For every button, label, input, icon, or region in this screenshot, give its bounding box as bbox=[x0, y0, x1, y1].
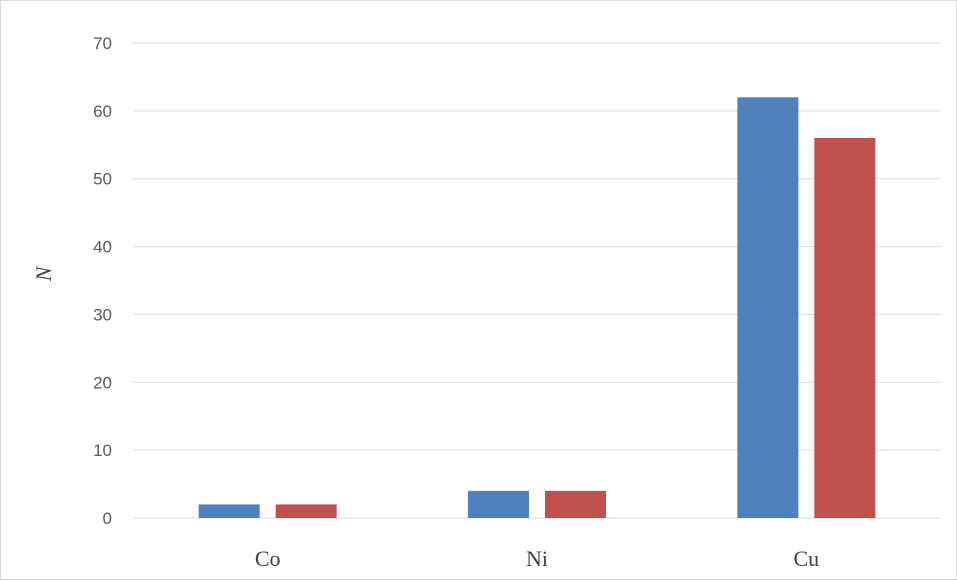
gridlines bbox=[133, 42, 941, 519]
y-tick-labels: 0 10 20 30 40 50 60 70 bbox=[93, 34, 112, 528]
bar-ni-series-2 bbox=[545, 490, 606, 518]
bar-co-series-2 bbox=[275, 504, 337, 518]
y-tick-label: 70 bbox=[93, 34, 112, 53]
bar-cu-series-2 bbox=[814, 138, 876, 518]
bars bbox=[198, 97, 876, 519]
y-tick-label: 50 bbox=[93, 170, 112, 189]
bar-co-series-1 bbox=[198, 504, 260, 518]
y-tick-label: 30 bbox=[93, 305, 112, 324]
bar-cu-series-1 bbox=[737, 97, 799, 519]
y-tick-label: 20 bbox=[93, 373, 112, 392]
x-category-label: Co bbox=[255, 546, 281, 571]
y-tick-label: 10 bbox=[93, 441, 112, 460]
y-tick-label: 60 bbox=[93, 102, 112, 121]
x-category-label: Cu bbox=[793, 546, 819, 571]
x-category-label: Ni bbox=[526, 546, 548, 571]
y-tick-label: 0 bbox=[103, 509, 112, 528]
y-axis-title: N bbox=[31, 265, 56, 282]
y-tick-label: 40 bbox=[93, 238, 112, 257]
bar-ni-series-1 bbox=[468, 490, 529, 518]
x-category-labels: Co Ni Cu bbox=[255, 546, 819, 571]
